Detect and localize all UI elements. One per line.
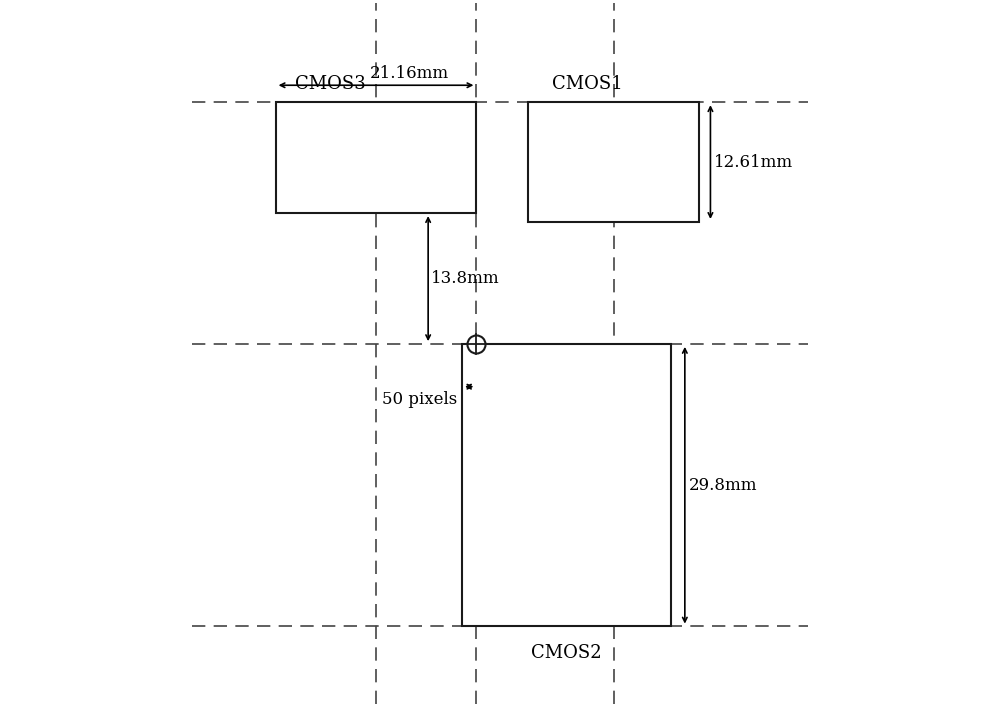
Text: 50 pixels: 50 pixels xyxy=(382,392,457,409)
Bar xyxy=(528,103,699,222)
Text: 29.8mm: 29.8mm xyxy=(689,477,757,493)
Text: CMOS3: CMOS3 xyxy=(295,75,365,93)
Text: 12.61mm: 12.61mm xyxy=(714,153,793,170)
Text: CMOS1: CMOS1 xyxy=(552,75,623,93)
Text: 13.8mm: 13.8mm xyxy=(431,270,500,287)
Bar xyxy=(276,103,476,214)
Text: CMOS2: CMOS2 xyxy=(531,643,602,662)
Text: 21.16mm: 21.16mm xyxy=(370,66,449,83)
Bar xyxy=(462,344,671,626)
